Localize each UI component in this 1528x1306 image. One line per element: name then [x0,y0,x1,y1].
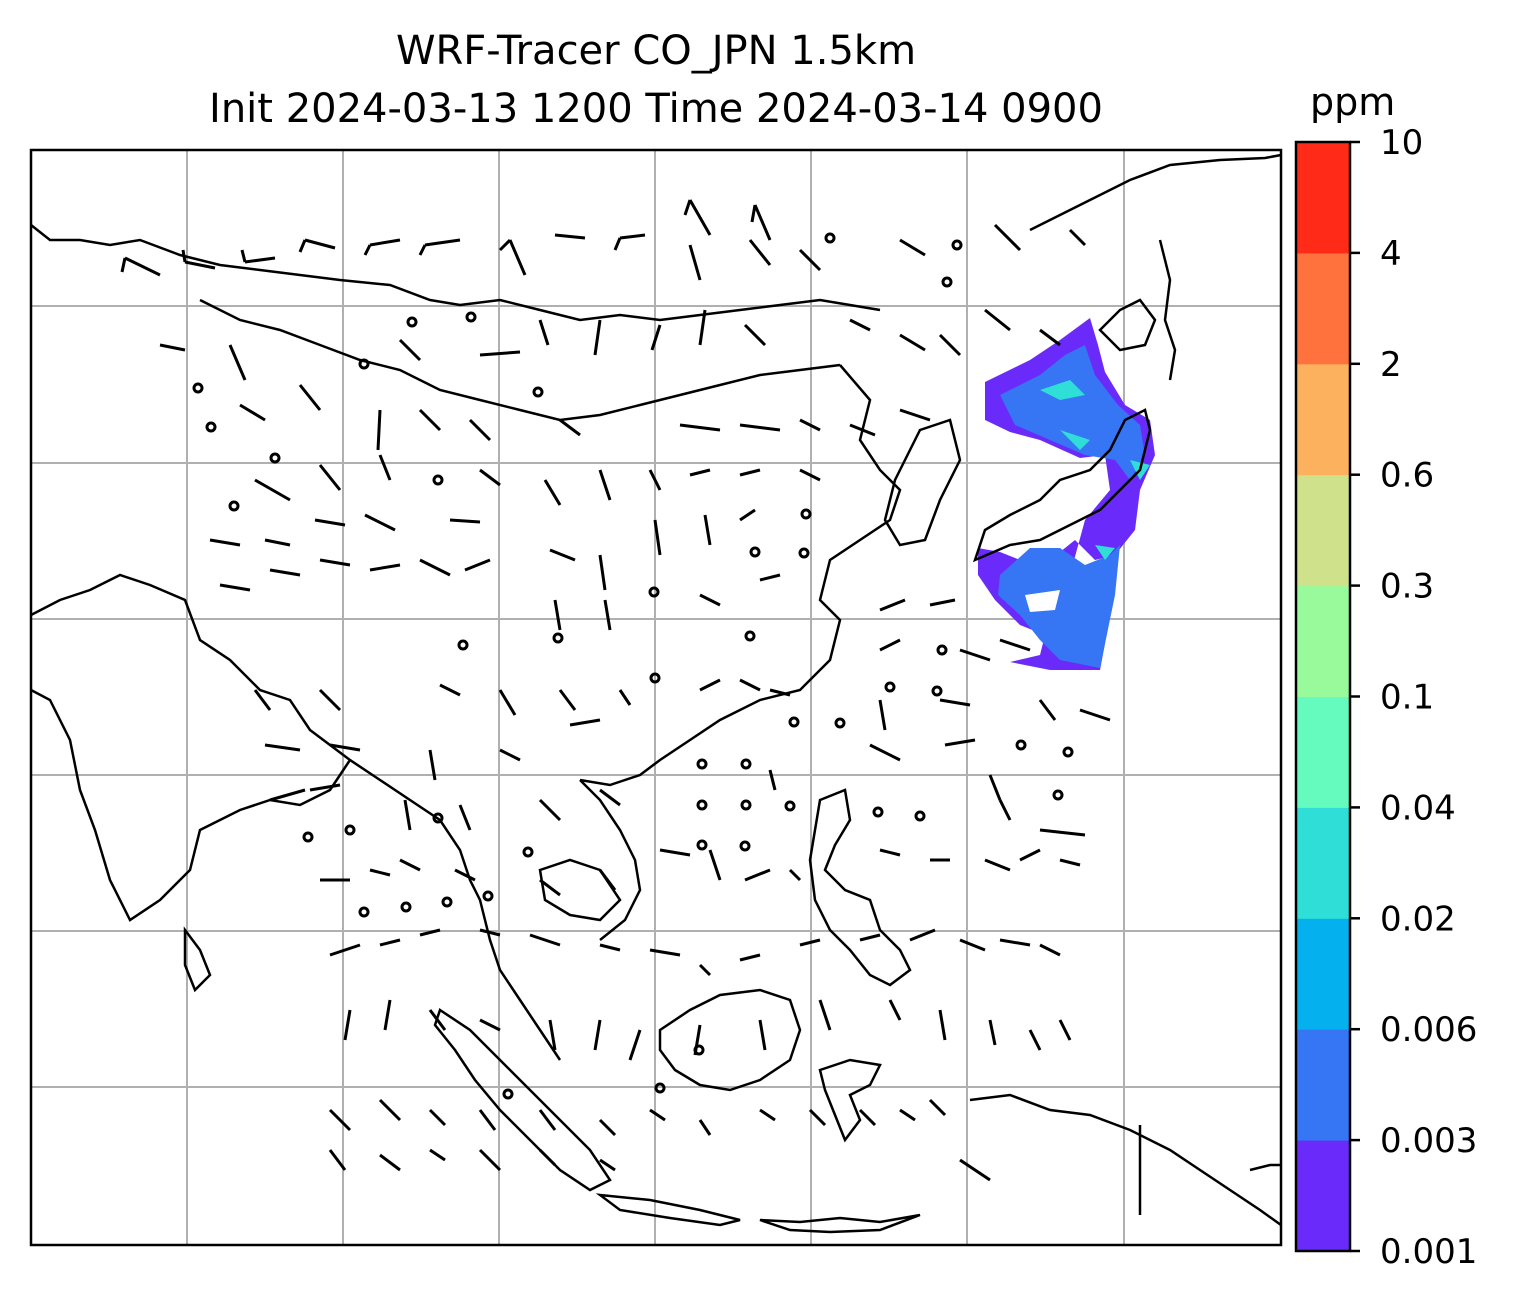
map-subtitle: Init 2024-03-13 1200 Time 2024-03-14 090… [209,86,1103,132]
coastlines [30,153,1282,1234]
colorbar-segment [1296,474,1350,587]
colorbar-segment [1296,252,1350,365]
colorbar-tick-label: 0.006 [1380,1010,1477,1050]
colorbar: 0.001 0.003 0.006 0.02 0.04 0.1 0.3 0.6 2 4 10 [1294,123,1477,1272]
colorbar-tick-label: 0.1 [1380,678,1434,718]
colorbar-segment [1296,585,1350,697]
colorbar-segment [1296,363,1350,476]
map-border [29,148,1283,1247]
colorbar-segment [1296,1140,1350,1252]
colorbar-tick-label: 0.04 [1380,788,1456,828]
colorbar-tick-label: 10 [1380,123,1423,163]
colorbar-tick-label: 0.003 [1380,1121,1477,1161]
colorbar-tick-label: 2 [1380,345,1402,385]
calm-wind-markers [192,232,1074,1100]
colorbar-tick-label: 4 [1380,234,1402,274]
colorbar-segment [1296,142,1350,254]
colorbar-segment [1296,1029,1350,1141]
colorbar-segment [1296,918,1350,1030]
colorbar-unit-label: ppm [1310,80,1396,124]
colorbar-tick-label: 0.6 [1380,456,1434,496]
colorbar-segment [1296,696,1350,808]
co-tracer-plume [978,318,1155,670]
colorbar-tick-label: 0.001 [1380,1232,1477,1272]
colorbar-tick-label: 0.3 [1380,567,1434,607]
colorbar-tick-label: 0.02 [1380,899,1456,939]
map-title: WRF-Tracer CO_JPN 1.5km [395,28,917,74]
colorbar-segment [1296,807,1350,919]
wind-barbs [120,199,1111,1182]
